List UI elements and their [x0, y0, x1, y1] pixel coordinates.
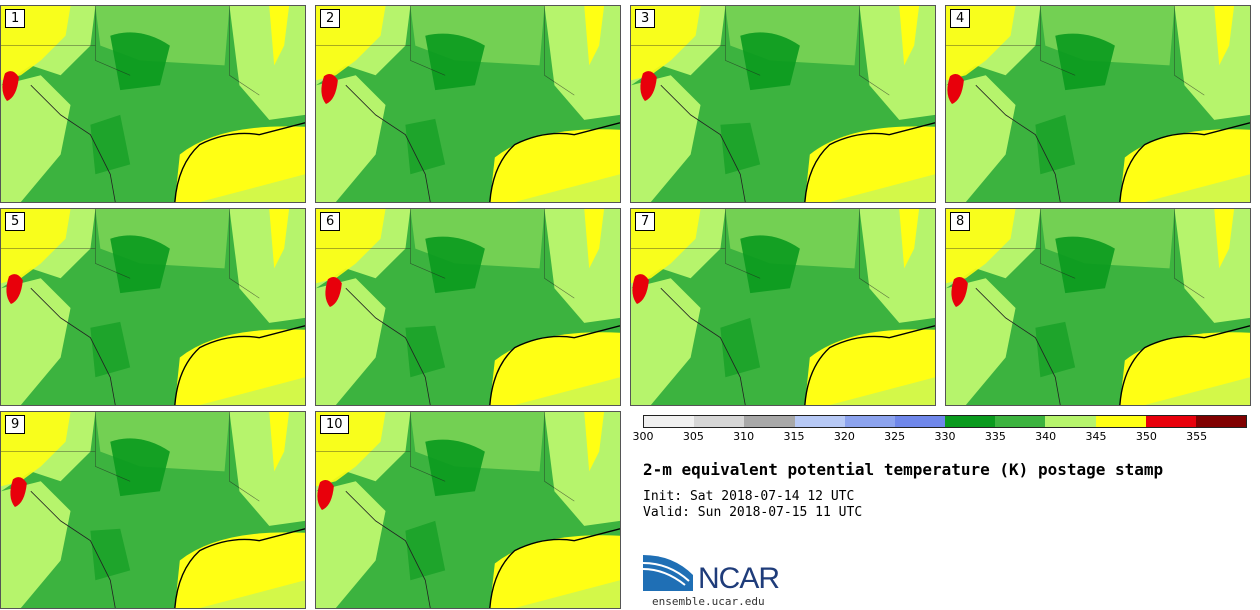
map-field: [316, 209, 620, 405]
colorbar: [643, 415, 1247, 428]
map-field: [946, 209, 1250, 405]
valid-time: Valid: Sun 2018-07-15 11 UTC: [643, 505, 863, 520]
member-panel: 6: [315, 208, 621, 406]
member-number: 4: [950, 9, 971, 28]
page-title: 2-m equivalent potential temperature (K)…: [643, 460, 1164, 479]
map-field: [1, 412, 305, 608]
map-field: [1, 6, 305, 202]
member-number: 1: [5, 9, 26, 28]
colorbar-segment: [694, 416, 745, 427]
colorbar-tick-label: 310: [733, 430, 755, 443]
colorbar-segment: [1145, 416, 1196, 427]
colorbar-tick-label: 325: [884, 430, 906, 443]
map-field: [946, 6, 1250, 202]
time-info: Init: Sat 2018-07-14 12 UTC Valid: Sun 2…: [643, 489, 862, 521]
map-field: [316, 6, 620, 202]
colorbar-tick-label: 305: [682, 430, 704, 443]
colorbar-tick-label: 355: [1186, 430, 1208, 443]
colorbar-segment: [945, 416, 996, 427]
member-panel: 7: [630, 208, 936, 406]
colorbar-tick-label: 300: [632, 430, 654, 443]
colorbar-tick-label: 320: [833, 430, 855, 443]
colorbar-ticks: 300 305 310 315 320 325 330 335 340 345 350 355: [633, 430, 1247, 446]
colorbar-tick-label: 345: [1085, 430, 1107, 443]
colorbar-segment: [1095, 416, 1146, 427]
colorbar-segment: [794, 416, 845, 427]
member-number: 6: [320, 212, 341, 231]
member-panel: 9: [0, 411, 306, 609]
member-number: 9: [5, 415, 26, 434]
colorbar-segment: [1195, 416, 1247, 427]
member-panel: 4: [945, 5, 1251, 203]
colorbar-segment: [894, 416, 946, 427]
member-panel: 10: [315, 411, 621, 609]
member-number: 2: [320, 9, 341, 28]
logo-text: NCAR: [698, 562, 780, 595]
member-panel: 8: [945, 208, 1251, 406]
colorbar-segment: [995, 416, 1046, 427]
map-field: [631, 209, 935, 405]
colorbar-segment: [744, 416, 795, 427]
colorbar-segment: [844, 416, 895, 427]
map-field: [1, 209, 305, 405]
member-number: 8: [950, 212, 971, 231]
map-field: [316, 412, 620, 608]
member-panel: 5: [0, 208, 306, 406]
member-panel: 2: [315, 5, 621, 203]
colorbar-segment: [644, 416, 695, 427]
member-panel: 3: [630, 5, 936, 203]
member-panel: 1: [0, 5, 306, 203]
colorbar-tick-label: 315: [783, 430, 805, 443]
member-number: 3: [635, 9, 656, 28]
ncar-logo-icon: [643, 555, 693, 591]
colorbar-tick-label: 340: [1035, 430, 1057, 443]
colorbar-tick-label: 330: [934, 430, 956, 443]
member-number: 5: [5, 212, 26, 231]
member-number: 7: [635, 212, 656, 231]
colorbar-tick-label: 335: [984, 430, 1006, 443]
init-time: Init: Sat 2018-07-14 12 UTC: [643, 489, 855, 504]
member-number: 10: [320, 415, 349, 434]
website-label: ensemble.ucar.edu: [652, 595, 765, 608]
colorbar-segment: [1045, 416, 1096, 427]
map-field: [631, 6, 935, 202]
colorbar-tick-label: 350: [1135, 430, 1157, 443]
